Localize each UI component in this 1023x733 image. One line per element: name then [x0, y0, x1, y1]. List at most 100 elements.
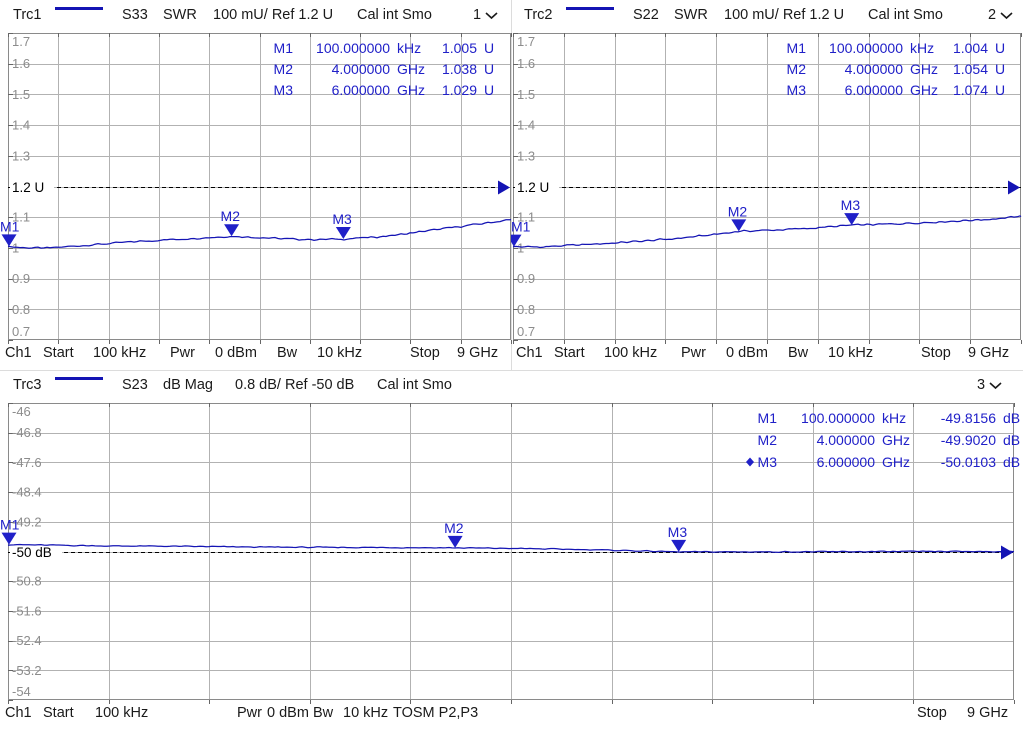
diagram-select-2[interactable]: 2	[988, 7, 1013, 23]
channel-label[interactable]: Ch1	[516, 345, 543, 361]
marker-label-m1[interactable]: M1	[0, 218, 20, 234]
diagram-select-1[interactable]: 1	[473, 7, 498, 23]
y-axis-label: 1.4	[517, 118, 535, 133]
marker-row-name[interactable]: M2	[274, 61, 294, 77]
marker-row-name[interactable]: M1	[758, 410, 778, 426]
power-value[interactable]: 0 dBm	[726, 345, 768, 361]
y-axis-label: 1.3	[517, 148, 535, 163]
trace-curve	[7, 219, 511, 249]
marker-row-name[interactable]: M1	[274, 40, 294, 56]
s-parameter[interactable]: S23	[122, 377, 148, 393]
start-value[interactable]: 100 kHz	[93, 345, 147, 361]
ref-arrow[interactable]	[498, 180, 510, 195]
marker-triangle-m3[interactable]	[671, 539, 687, 552]
marker-label-m3[interactable]: M3	[841, 197, 861, 213]
stop-label[interactable]: Stop	[921, 345, 951, 361]
marker-label-m2[interactable]: M2	[444, 520, 464, 536]
s-parameter[interactable]: S22	[633, 7, 659, 23]
start-label[interactable]: Start	[43, 345, 74, 361]
bandwidth-label[interactable]: Bw	[277, 345, 298, 361]
trace-format[interactable]: SWR	[163, 7, 197, 23]
bandwidth-value[interactable]: 10 kHz	[317, 345, 363, 361]
marker-triangle-m2[interactable]	[447, 535, 463, 548]
channel-label[interactable]: Ch1	[5, 705, 32, 721]
axis-ticks	[8, 403, 1015, 704]
trace-cal-status: Cal int Smo	[357, 7, 432, 23]
marker-label-m1[interactable]: M1	[511, 219, 531, 235]
trace-name[interactable]: Trc3	[13, 377, 42, 393]
marker-triangle-m2[interactable]	[224, 224, 240, 237]
marker-row-name[interactable]: M3	[274, 82, 294, 98]
trace-header-1: Trc1 S33 SWR 100 mU/ Ref 1.2 U Cal int S…	[0, 0, 512, 33]
y-axis-label: -53.2	[12, 663, 42, 678]
ref-level-label: 1.2 U	[12, 180, 44, 195]
ref-arrow[interactable]	[1008, 180, 1020, 195]
power-label[interactable]: Pwr	[170, 345, 195, 361]
trace-format[interactable]: dB Mag	[163, 377, 213, 393]
marker-row-name[interactable]: M1	[787, 40, 807, 56]
marker-table: M1 100.000000 kHz -49.8156 dB M2 4.000000 GHz -4…	[746, 410, 1020, 470]
start-label[interactable]: Start	[554, 345, 585, 361]
marker-triangle-m3[interactable]	[844, 213, 860, 226]
stop-value[interactable]: 9 GHz	[967, 705, 1009, 721]
power-label[interactable]: Pwr	[237, 705, 262, 721]
trace-name[interactable]: Trc1	[13, 7, 42, 23]
cal-status[interactable]: TOSM P2,P3	[393, 705, 479, 721]
trace-cal-status: Cal int Smo	[377, 377, 452, 393]
trace-scale[interactable]: 100 mU/ Ref 1.2 U	[724, 7, 845, 23]
marker-label-m3[interactable]: M3	[332, 211, 352, 227]
power-label[interactable]: Pwr	[681, 345, 706, 361]
marker-triangle-m1[interactable]	[1, 234, 17, 247]
stop-value[interactable]: 9 GHz	[968, 345, 1010, 361]
marker-row-name[interactable]: M3	[787, 82, 807, 98]
marker-label-m2[interactable]: M2	[728, 203, 748, 219]
power-value[interactable]: 0 dBm	[215, 345, 257, 361]
chevron-down-icon	[1000, 12, 1013, 20]
marker-triangle-m1[interactable]	[511, 234, 522, 247]
marker-row-value-unit: dB	[1003, 454, 1020, 470]
marker-row-value: -49.9020	[941, 432, 996, 448]
s-parameter[interactable]: S33	[122, 7, 148, 23]
bandwidth-value[interactable]: 10 kHz	[828, 345, 874, 361]
marker-label-m3[interactable]: M3	[668, 524, 688, 540]
bandwidth-label[interactable]: Bw	[788, 345, 809, 361]
marker-row-name[interactable]: M3	[758, 454, 778, 470]
marker-label-m2[interactable]: M2	[221, 208, 241, 224]
diagram-select-3[interactable]: 3	[977, 377, 1002, 393]
marker-row-name[interactable]: M2	[758, 432, 778, 448]
power-value[interactable]: 0 dBm	[267, 705, 309, 721]
stop-label[interactable]: Stop	[410, 345, 440, 361]
diagram-3-plot-area[interactable]: -46 -46.8 -47.6 -48.4 -49.2 -50.8 -51.6 -52.4 -5…	[0, 403, 1023, 704]
trace-name[interactable]: Trc2	[524, 7, 553, 23]
start-value[interactable]: 100 kHz	[604, 345, 658, 361]
ref-arrow[interactable]	[1001, 545, 1013, 560]
y-axis-label: 1.7	[12, 34, 30, 49]
stop-value[interactable]: 9 GHz	[457, 345, 499, 361]
marker-row-frequency-unit: kHz	[910, 40, 934, 56]
trace-format[interactable]: SWR	[674, 7, 708, 23]
start-label[interactable]: Start	[43, 705, 74, 721]
marker-triangle-m3[interactable]	[335, 226, 351, 239]
stop-label[interactable]: Stop	[917, 705, 947, 721]
start-value[interactable]: 100 kHz	[95, 705, 149, 721]
marker-triangle-m2[interactable]	[731, 219, 747, 232]
channel-bar-3: Ch1 Start 100 kHz Pwr 0 dBm Bw 10 kHz TO…	[0, 700, 1023, 733]
bandwidth-value[interactable]: 10 kHz	[343, 705, 389, 721]
marker-row-frequency: 4.000000	[845, 61, 904, 77]
y-axis-label: -47.6	[12, 455, 42, 470]
ref-label-bg	[10, 544, 62, 560]
channel-label[interactable]: Ch1	[5, 345, 32, 361]
y-axis-label: 1.6	[517, 56, 535, 71]
active-marker-icon	[746, 457, 754, 467]
trace-scale[interactable]: 0.8 dB/ Ref -50 dB	[235, 377, 355, 393]
marker-row-name[interactable]: M2	[787, 61, 807, 77]
marker-triangle-m1[interactable]	[1, 532, 17, 545]
marker-label-m1[interactable]: M1	[0, 517, 20, 533]
marker-row-value-unit: dB	[1003, 432, 1020, 448]
bandwidth-label[interactable]: Bw	[313, 705, 334, 721]
y-axis-label: 0.8	[12, 302, 30, 317]
trace-scale[interactable]: 100 mU/ Ref 1.2 U	[213, 7, 334, 23]
y-axis-label: -51.6	[12, 603, 42, 618]
